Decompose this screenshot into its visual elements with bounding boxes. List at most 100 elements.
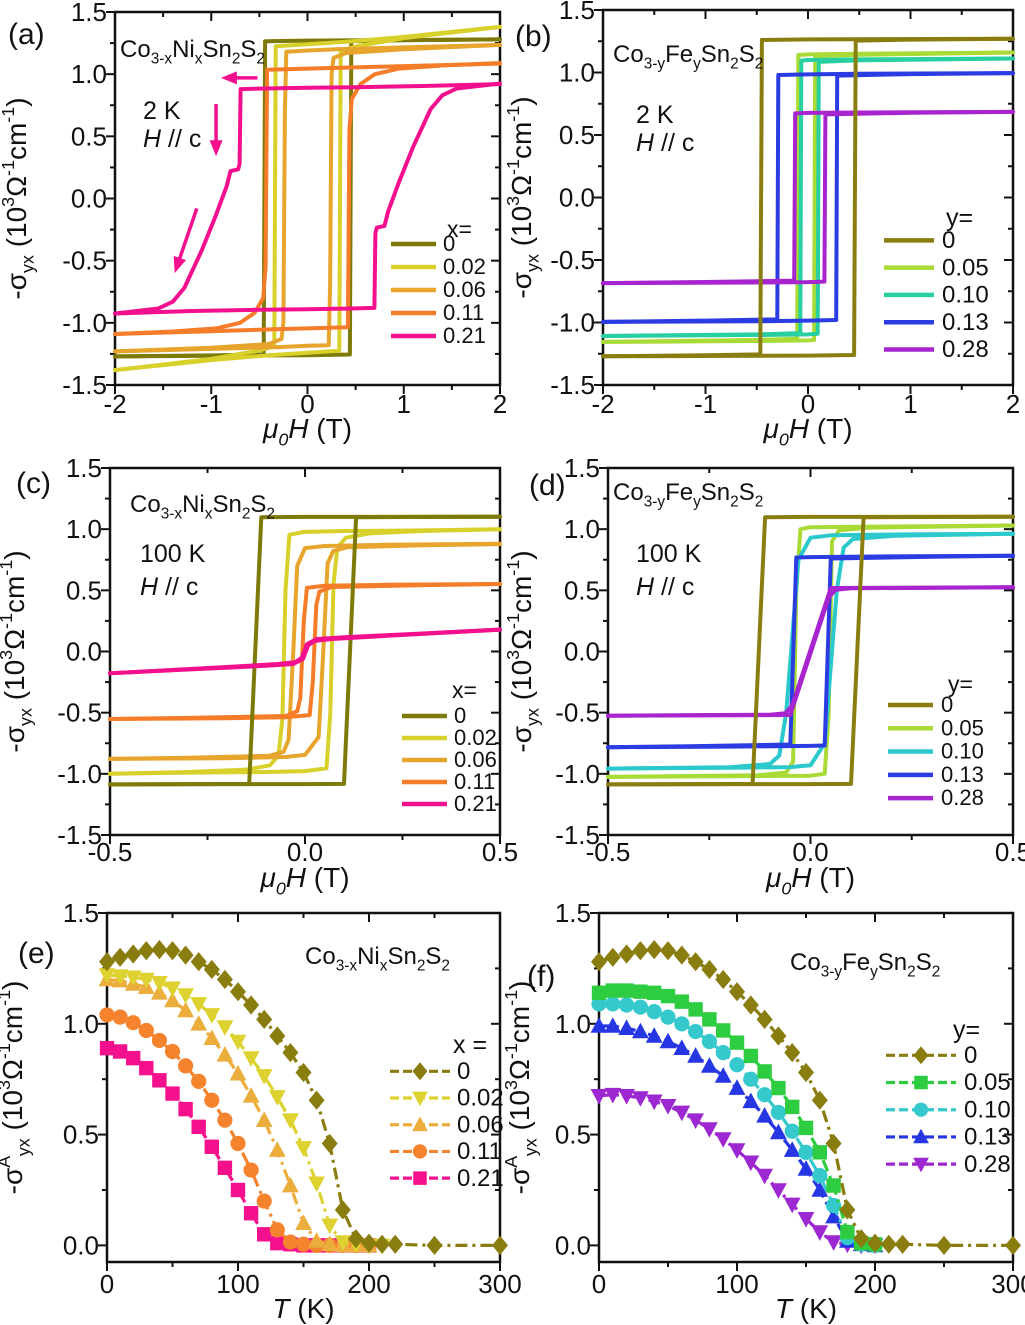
marker-diamond xyxy=(798,1062,814,1083)
x-axis-title: μ0H (T) xyxy=(262,413,352,450)
marker-circle xyxy=(619,997,635,1013)
marker-square xyxy=(243,1206,259,1221)
series-f-0 xyxy=(591,940,1021,1255)
marker-diamond xyxy=(673,945,690,965)
marker-circle xyxy=(412,1144,428,1159)
marker-diamond xyxy=(125,944,142,964)
panel-letter: (b) xyxy=(515,20,552,53)
legend-label: 0 xyxy=(454,703,466,728)
marker-triangle-up xyxy=(308,1232,325,1248)
marker-diamond xyxy=(112,947,129,967)
y-tick-label: 0.0 xyxy=(71,184,107,214)
marker-diamond xyxy=(660,941,676,961)
field-direction-label: H // c xyxy=(636,573,694,601)
marker-diamond xyxy=(216,969,233,990)
axis-ticks xyxy=(599,467,1014,844)
legend-title: y= xyxy=(946,204,973,232)
marker-diamond xyxy=(361,1233,377,1253)
series-f-0.13 xyxy=(590,1017,884,1253)
marker-triangle-down xyxy=(825,1235,842,1251)
x-tick-label: 0 xyxy=(300,389,314,419)
marker-triangle-down xyxy=(811,1225,829,1241)
legend-label: 0.21 xyxy=(454,791,497,816)
marker-triangle-down xyxy=(124,970,142,987)
y-tick-label: -1.0 xyxy=(555,759,600,789)
marker-triangle-down xyxy=(673,1105,691,1122)
marker-triangle-up xyxy=(242,1087,260,1103)
marker-circle xyxy=(632,999,648,1015)
marker-triangle-up xyxy=(412,1116,428,1132)
x-tick-label: 1 xyxy=(903,389,917,419)
marker-square xyxy=(217,1160,233,1176)
marker-triangle-down xyxy=(190,997,208,1013)
marker-square xyxy=(757,1064,772,1079)
marker-circle xyxy=(256,1193,272,1209)
marker-diamond xyxy=(646,940,663,960)
series-line xyxy=(108,542,502,761)
compound-formula: Co3-xNixSn2S2 xyxy=(130,491,275,523)
marker-circle xyxy=(112,1009,128,1025)
y-tick-label: 0.5 xyxy=(559,120,595,150)
marker-triangle-up xyxy=(687,1047,704,1063)
marker-diamond xyxy=(190,952,207,972)
marker-circle xyxy=(770,1104,786,1121)
x-tick-label: 300 xyxy=(991,1269,1025,1299)
y-tick-label: 0.5 xyxy=(63,1120,99,1150)
marker-diamond xyxy=(269,1026,286,1046)
axis-ticks xyxy=(594,9,1014,394)
marker-triangle-up xyxy=(728,1079,746,1095)
marker-square xyxy=(826,1178,841,1193)
marker-triangle-up xyxy=(783,1141,801,1157)
marker-triangle-down xyxy=(632,1091,649,1107)
y-tick-label: 1.0 xyxy=(63,1009,99,1039)
y-tick-label: 1.5 xyxy=(63,898,99,928)
legend: y=00.050.100.130.28 xyxy=(884,204,989,363)
marker-square xyxy=(165,1086,180,1101)
y-tick-label: -1.5 xyxy=(550,370,595,400)
x-tick-label: 200 xyxy=(347,1269,390,1299)
marker-triangle-down xyxy=(295,1141,312,1157)
marker-square xyxy=(729,1035,745,1050)
y-tick-label: 0.0 xyxy=(564,637,600,667)
marker-circle xyxy=(715,1045,731,1061)
marker-diamond xyxy=(591,952,607,972)
arrow-head-icon xyxy=(173,255,187,274)
marker-triangle-up xyxy=(632,1022,649,1039)
series-line xyxy=(106,977,369,1247)
marker-triangle-up xyxy=(190,1015,208,1031)
marker-circle xyxy=(138,1022,154,1039)
y-tick-label: 0.5 xyxy=(71,121,107,151)
panel-d-chart: -0.5 0.0 0.5 -1.5 -1.0 -0.5 0.0 0.5 1.0 1.5 μ0H (T… xyxy=(503,453,1025,899)
marker-triangle-up xyxy=(604,1017,622,1033)
series-line xyxy=(113,42,502,354)
arrow-head-icon xyxy=(209,140,223,157)
marker-circle xyxy=(757,1087,773,1103)
marker-square xyxy=(413,1171,427,1185)
marker-triangle-down xyxy=(797,1212,815,1228)
marker-triangle-down xyxy=(308,1176,325,1193)
marker-triangle-down xyxy=(659,1099,677,1115)
marker-diamond xyxy=(387,1234,404,1254)
marker-diamond xyxy=(742,995,759,1015)
x-tick-label: 1 xyxy=(397,389,411,419)
marker-triangle-down xyxy=(334,1235,352,1251)
y-tick-label: 1.0 xyxy=(564,514,600,544)
marker-triangle-up xyxy=(282,1176,299,1193)
marker-circle xyxy=(646,1004,662,1020)
panel-c-chart: -0.5 0.0 0.5 -1.5 -1.0 -0.5 0.0 0.5 1.0 1.5 μ0H (T… xyxy=(0,453,518,899)
x-axis-title: T (K) xyxy=(272,1293,334,1324)
marker-triangle-down xyxy=(203,1008,221,1024)
series-line xyxy=(113,61,502,336)
x-tick-label: 300 xyxy=(478,1269,521,1299)
legend-title: x= xyxy=(452,677,477,703)
marker-triangle-down xyxy=(321,1218,339,1235)
marker-diamond xyxy=(687,952,704,972)
legend-label: 0.02 xyxy=(443,254,486,279)
x-tick-label: -2 xyxy=(591,389,614,419)
marker-square xyxy=(112,1044,128,1059)
marker-square xyxy=(702,1012,717,1027)
panel-b-chart: -2 -1 0 1 2 -1.5 -1.0 -0.5 0.0 0.5 1.0 1.5 μ0H (T) -σ… xyxy=(503,0,1020,450)
legend-title: y= xyxy=(948,671,973,697)
compound-formula: Co3-xNixSn2S2 xyxy=(120,36,265,68)
marker-square xyxy=(605,983,620,998)
